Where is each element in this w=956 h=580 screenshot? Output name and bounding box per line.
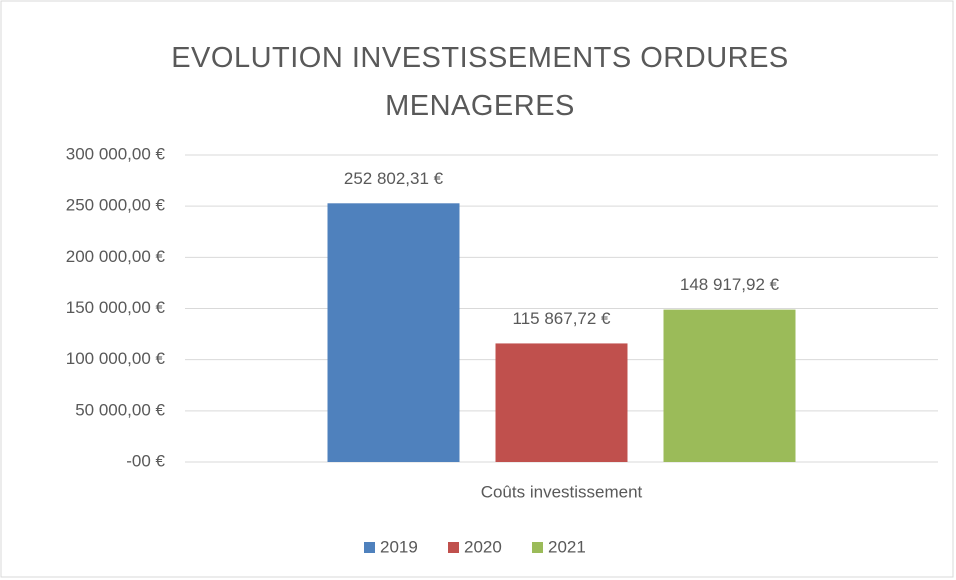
legend-swatch [448,542,459,553]
bar [663,309,796,462]
data-label: 115 867,72 € [513,309,612,328]
y-tick-label: 100 000,00 € [66,349,166,368]
y-tick-label: 200 000,00 € [66,247,166,266]
legend-swatch [364,542,375,553]
y-tick-label: 250 000,00 € [66,196,166,215]
x-tick-label: Coûts investissement [481,482,643,501]
y-tick-label: 150 000,00 € [66,298,166,317]
chart-title: EVOLUTION INVESTISSEMENTS ORDURES MENAGE… [171,42,789,122]
y-tick-label: -00 € [126,451,165,470]
bar [327,203,460,463]
bar [495,343,628,462]
data-label: 252 802,31 € [344,169,444,188]
legend-label: 2020 [464,537,502,556]
legend-label: 2021 [548,537,586,556]
legend-swatch [532,542,543,553]
y-tick-label: 50 000,00 € [75,400,165,419]
legend-label: 2019 [380,537,418,556]
data-label: 148 917,92 € [680,275,780,294]
y-tick-label: 300 000,00 € [66,144,166,163]
